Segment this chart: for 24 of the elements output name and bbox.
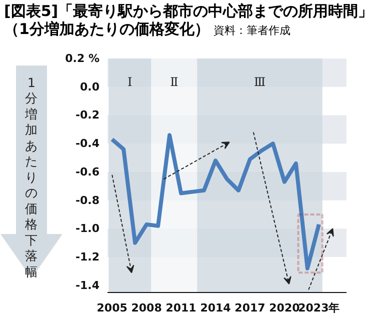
text: 1分増加あたりの価格下落幅 — [25, 74, 38, 279]
chart-subtitle: （1分増加あたりの価格変化） — [4, 20, 210, 38]
x-tick-label: 2014 — [200, 302, 232, 314]
x-tick-label: 2023年 — [298, 302, 340, 314]
y-tick-label: -0.4 — [75, 137, 100, 150]
y-tick-label: -0.2 — [75, 108, 100, 122]
x-tick-label: 2011 — [166, 302, 196, 314]
x-tick-label: 2020 — [269, 302, 300, 314]
y-tick-label: -0.6 — [75, 165, 100, 178]
chart-title: [図表5]「最寄り駅から都市の中心部までの所用時間」 — [4, 2, 373, 20]
x-tick-label: 2008 — [131, 302, 162, 314]
x-tick-label: 2005 — [96, 302, 128, 314]
x-tick-label: 2017 — [234, 302, 266, 314]
line-series — [110, 133, 321, 270]
y-tick-label: -1.4 — [75, 278, 100, 292]
y-tick-label: -1.2 — [75, 250, 100, 264]
y-tick-label: -0.8 — [75, 194, 100, 207]
band-label: Ⅱ — [170, 74, 178, 89]
band-label: Ⅲ — [254, 74, 266, 89]
y-tick-label: 0.0 — [80, 80, 100, 94]
band-label: Ⅰ — [128, 74, 133, 89]
y-tick-label: -1.0 — [75, 222, 100, 236]
text: 資料：筆者作成 — [213, 24, 290, 37]
y-tick-label: 0.2 % — [65, 52, 100, 65]
